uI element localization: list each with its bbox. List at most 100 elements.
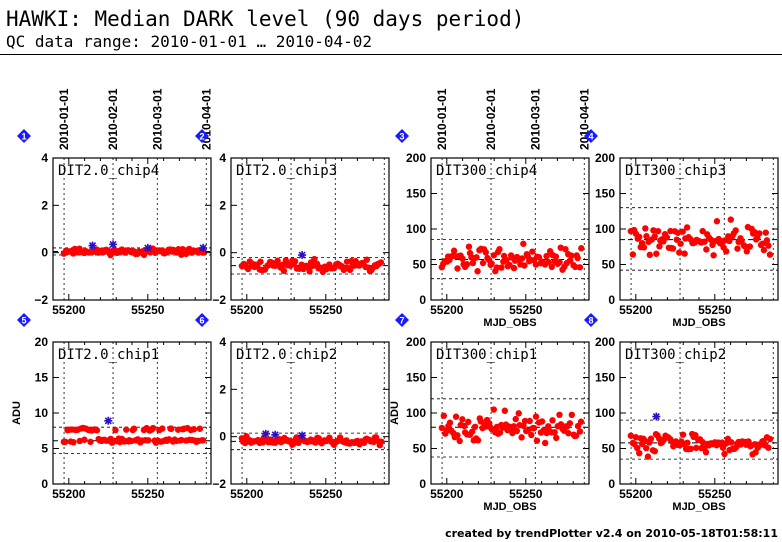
data-point	[311, 255, 318, 263]
y-tick-label: 50	[413, 442, 427, 456]
data-point	[565, 430, 572, 437]
data-point	[644, 453, 652, 460]
panel-number-badge	[17, 129, 31, 143]
page-subtitle: QC data range: 2010-01-01 … 2010-04-02	[6, 32, 373, 51]
data-point	[474, 268, 481, 275]
outlier-marker	[261, 429, 270, 438]
y-tick-label: −2	[212, 477, 226, 491]
data-point	[663, 234, 671, 241]
data-point	[87, 438, 94, 446]
date-tick-label: 2010-03-01	[150, 88, 164, 150]
panel-title: DIT300_chip2	[625, 347, 726, 363]
date-tick-label: 2010-02-01	[484, 88, 498, 150]
x-axis-label: MJD_OBS	[672, 317, 725, 329]
data-point	[280, 267, 288, 275]
data-point	[636, 449, 643, 457]
panel-number-badge	[584, 129, 598, 143]
data-point	[746, 243, 754, 250]
data-point	[676, 249, 683, 256]
y-tick-label: 15	[35, 371, 49, 385]
data-point	[93, 427, 101, 434]
data-point	[651, 233, 658, 240]
data-point	[578, 245, 585, 252]
data-point	[199, 249, 207, 256]
data-point	[524, 427, 532, 434]
data-point	[377, 259, 385, 266]
outlier-marker	[298, 251, 307, 260]
x-tick-label: 55250	[509, 303, 543, 317]
y-tick-label: 150	[595, 187, 615, 201]
outlier-marker	[104, 416, 113, 425]
data-point	[473, 254, 480, 261]
data-point	[496, 246, 503, 253]
data-point	[515, 410, 522, 417]
data-point	[751, 228, 758, 236]
data-point	[196, 425, 204, 432]
footer-credit: created by trendPlotter v2.4 on 2010-05-…	[445, 527, 778, 540]
data-point	[766, 251, 774, 258]
data-point	[378, 438, 385, 445]
data-point	[756, 230, 763, 237]
panel-title: DIT2.0_chip4	[58, 163, 159, 179]
data-point	[521, 417, 529, 425]
data-point	[81, 436, 88, 443]
panel-1: 1 2010-01-01 2010-02-01 2010-03-01 2010-04-0…	[17, 88, 213, 317]
y-tick-label: 50	[602, 258, 616, 272]
data-point	[721, 237, 728, 244]
panel-number-badge	[395, 129, 409, 143]
data-point	[149, 424, 157, 432]
x-tick-label: 55200	[619, 487, 653, 501]
data-point	[721, 450, 728, 458]
y-tick-label: −2	[212, 293, 226, 307]
panel-number: 6	[199, 316, 204, 326]
data-point	[577, 418, 585, 425]
y-tick-label: 0	[419, 477, 426, 491]
y-tick-label: 200	[595, 151, 615, 165]
data-point	[538, 418, 546, 425]
date-tick-label: 2010-01-01	[435, 88, 449, 150]
data-point	[763, 237, 771, 244]
y-tick-label: 0	[41, 246, 48, 260]
data-point	[669, 245, 677, 252]
data-point	[765, 444, 772, 451]
data-point	[692, 432, 699, 439]
data-point	[306, 268, 313, 275]
data-point	[257, 258, 264, 265]
y-tick-label: 0	[219, 246, 226, 260]
data-point	[438, 424, 446, 432]
data-point	[766, 435, 774, 443]
data-point	[541, 439, 549, 447]
data-point	[456, 437, 463, 445]
x-axis-label: MJD_OBS	[483, 317, 536, 329]
plot-frame	[230, 157, 390, 301]
panel-number: 2	[199, 132, 204, 142]
y-tick-label: 4	[219, 335, 226, 349]
outlier-marker	[298, 431, 307, 440]
date-tick-label: 2010-01-01	[57, 88, 71, 150]
data-point	[679, 431, 687, 438]
data-point	[363, 256, 371, 263]
data-point	[722, 248, 730, 255]
x-tick-label: 55250	[131, 303, 165, 317]
data-point	[199, 437, 207, 444]
data-point	[530, 424, 538, 432]
y-axis-label: ADU	[389, 401, 401, 425]
y-tick-label: 50	[413, 258, 427, 272]
x-tick-label: 55250	[698, 487, 732, 501]
data-point	[699, 438, 706, 446]
panel-title: DIT2.0_chip3	[236, 163, 337, 179]
data-point	[699, 227, 706, 235]
data-point	[471, 423, 479, 430]
data-point	[760, 246, 768, 254]
panel-number: 8	[588, 316, 593, 326]
header-divider	[0, 54, 782, 55]
data-point	[545, 258, 552, 266]
data-point	[548, 263, 555, 271]
x-tick-label: 55200	[52, 487, 86, 501]
data-point	[647, 435, 655, 442]
data-point	[562, 246, 569, 253]
y-tick-label: 200	[406, 335, 426, 349]
page-title: HAWKI: Median DARK level (90 days period…	[6, 7, 525, 31]
y-tick-label: 2	[41, 198, 48, 212]
plot-frame	[619, 341, 779, 485]
